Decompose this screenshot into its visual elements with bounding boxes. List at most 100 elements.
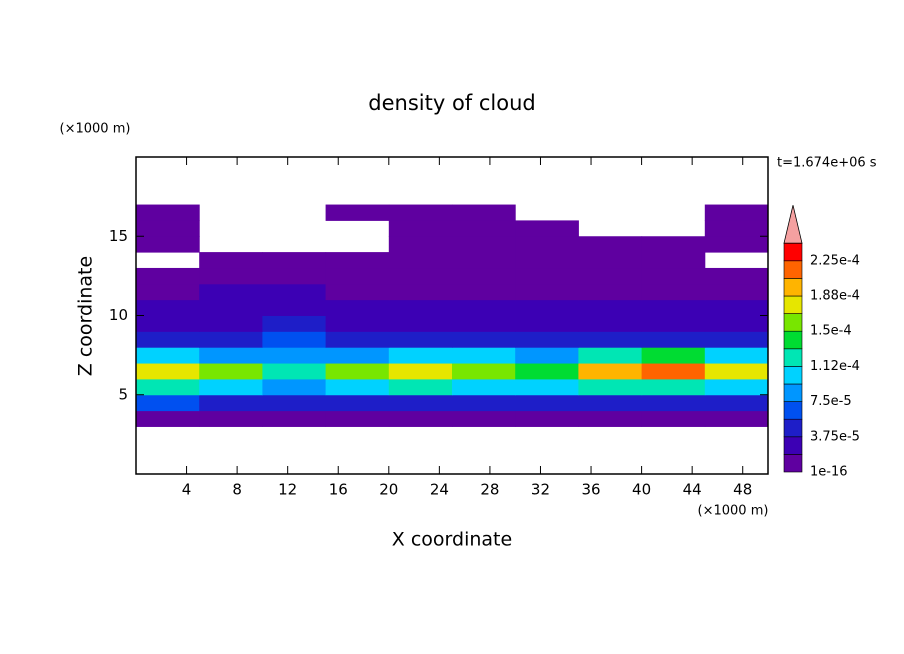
cell [578, 347, 643, 364]
cell [136, 267, 200, 285]
cell [515, 315, 579, 332]
cell [452, 394, 516, 412]
cell [452, 204, 516, 221]
x-tick-label: 32 [531, 481, 550, 499]
cell [704, 315, 769, 332]
cell [388, 204, 453, 221]
cell [515, 394, 579, 412]
x-tick-label: 20 [379, 481, 398, 499]
cell [704, 236, 769, 253]
colorbar-box [783, 242, 803, 262]
cell [262, 299, 327, 316]
cell [199, 378, 263, 396]
cell [452, 410, 516, 427]
cell [704, 410, 769, 427]
cell [136, 394, 200, 412]
cell [325, 378, 390, 396]
colorbar-box [783, 401, 803, 420]
cell [452, 283, 516, 301]
cell [704, 299, 769, 316]
cell [452, 267, 516, 285]
cell [578, 252, 643, 269]
x-tick-label: 16 [329, 481, 348, 499]
cell [136, 299, 200, 316]
colorbar-label: 2.25e-4 [810, 253, 860, 268]
colorbar-box [783, 278, 803, 297]
cell [578, 378, 643, 396]
cell [199, 394, 263, 412]
cell [136, 315, 200, 332]
annotation: t=1.674e+06 s [777, 156, 877, 171]
cell [136, 378, 200, 396]
cell [578, 299, 643, 316]
x-axis-label: X coordinate [392, 529, 512, 551]
cell [515, 347, 579, 364]
x-tick-label: 4 [182, 481, 192, 499]
cell [199, 299, 263, 316]
cell [515, 331, 579, 348]
x-tick-label: 24 [430, 481, 449, 499]
cell [136, 236, 200, 253]
cell [452, 347, 516, 364]
cell [578, 363, 643, 380]
colorbar-box [783, 295, 803, 314]
cell [704, 220, 769, 237]
cell [704, 347, 769, 364]
cell [262, 315, 327, 332]
cell [515, 363, 579, 380]
cell [578, 283, 643, 301]
y-tick-label: 10 [109, 306, 128, 324]
cell [641, 331, 706, 348]
cell [452, 236, 516, 253]
cell [325, 394, 390, 412]
cell [199, 267, 263, 285]
cell [388, 315, 453, 332]
cell [136, 331, 200, 348]
cell [515, 220, 579, 237]
colorbar-label: 1.5e-4 [810, 324, 852, 339]
x-tick-label: 36 [581, 481, 600, 499]
cell [388, 331, 453, 348]
cell [325, 363, 390, 380]
cell [325, 331, 390, 348]
cell [641, 315, 706, 332]
cell [325, 299, 390, 316]
cell [262, 267, 327, 285]
cell [578, 315, 643, 332]
y-axis-label: Z coordinate [75, 256, 97, 376]
cell [136, 410, 200, 427]
cell [262, 363, 327, 380]
cell [325, 283, 390, 301]
cell [578, 394, 643, 412]
colorbar-label: 3.75e-5 [810, 429, 860, 444]
cell [262, 347, 327, 364]
cell [136, 363, 200, 380]
cell [704, 204, 769, 221]
cell [704, 331, 769, 348]
cell [515, 299, 579, 316]
colorbar-box [783, 348, 803, 367]
cell [515, 236, 579, 253]
cell [452, 363, 516, 380]
y-tick-label: 5 [118, 385, 128, 403]
x-tick-label: 12 [278, 481, 297, 499]
cell [388, 363, 453, 380]
colorbar-over [783, 205, 803, 244]
cell [704, 363, 769, 380]
cell [515, 283, 579, 301]
cell [388, 236, 453, 253]
cell [388, 283, 453, 301]
cell [641, 363, 706, 380]
colorbar-label: 7.5e-5 [810, 394, 852, 409]
cell [262, 252, 327, 269]
cell [136, 347, 200, 364]
cell [704, 378, 769, 396]
cell [199, 315, 263, 332]
cell [325, 204, 390, 221]
colorbar-box [783, 418, 803, 438]
cell [262, 331, 327, 348]
cell [388, 267, 453, 285]
cell [704, 394, 769, 412]
cell [452, 252, 516, 269]
